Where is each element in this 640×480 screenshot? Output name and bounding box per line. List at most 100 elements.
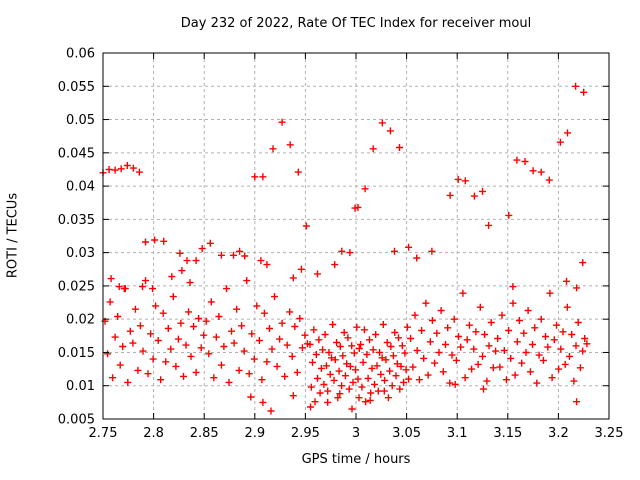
data-point-marker <box>398 342 406 350</box>
data-point-marker <box>509 283 517 291</box>
data-point-marker <box>349 378 357 386</box>
data-point-marker <box>200 331 208 339</box>
data-point-marker <box>206 239 214 247</box>
data-point-marker <box>298 344 306 352</box>
data-point-marker <box>266 325 273 332</box>
data-point-marker <box>494 335 502 342</box>
data-point-marker <box>169 293 177 301</box>
data-point-marker <box>483 377 491 385</box>
y-tick-label: 0.05 <box>66 113 95 128</box>
data-point-marker <box>544 343 552 351</box>
data-point-marker <box>431 359 439 367</box>
data-point-marker <box>159 309 167 317</box>
data-point-marker <box>546 289 554 297</box>
data-point-marker <box>374 387 382 395</box>
data-point-marker <box>426 338 434 346</box>
data-point-marker <box>548 374 556 382</box>
data-point-marker <box>384 394 392 402</box>
data-point-marker <box>396 385 404 393</box>
y-tick-label: 0.02 <box>66 313 95 328</box>
data-point-marker <box>151 236 159 244</box>
data-point-marker <box>367 389 375 397</box>
data-point-marker <box>278 319 286 327</box>
data-point-marker <box>134 366 142 374</box>
data-point-marker <box>233 305 241 313</box>
data-point-marker <box>502 376 510 384</box>
data-point-marker <box>205 350 213 358</box>
data-point-marker <box>315 336 323 344</box>
data-point-marker <box>448 351 456 359</box>
data-point-marker <box>328 354 335 362</box>
x-tick-label: 2.8 <box>143 426 164 441</box>
data-point-marker <box>149 355 157 363</box>
data-point-marker <box>531 324 539 332</box>
data-point-marker <box>164 325 172 332</box>
data-point-marker <box>382 356 390 364</box>
data-point-marker <box>392 372 400 380</box>
data-points <box>99 82 591 415</box>
data-point-marker <box>413 347 421 354</box>
y-tick-label: 0.01 <box>66 379 95 394</box>
data-point-marker <box>437 307 445 314</box>
data-point-marker <box>389 352 397 360</box>
data-point-marker <box>413 254 421 262</box>
data-point-marker <box>320 380 328 388</box>
data-point-marker <box>202 317 210 325</box>
data-point-marker <box>267 407 275 415</box>
data-point-marker <box>276 335 284 343</box>
data-point-marker <box>210 374 218 382</box>
data-point-marker <box>225 378 233 386</box>
data-point-marker <box>455 333 462 340</box>
data-point-marker <box>111 333 119 341</box>
data-point-marker <box>354 375 362 383</box>
data-point-marker <box>346 362 354 370</box>
data-point-marker <box>198 245 206 253</box>
data-point-marker <box>131 305 139 313</box>
data-point-marker <box>474 360 482 368</box>
data-point-marker <box>142 238 149 246</box>
data-point-marker <box>135 168 143 176</box>
data-point-marker <box>177 319 185 327</box>
data-point-marker <box>387 343 395 350</box>
data-point-marker <box>114 313 122 320</box>
data-point-marker <box>542 333 549 340</box>
data-point-marker <box>260 309 268 317</box>
data-point-marker <box>331 261 339 269</box>
data-point-marker <box>109 374 117 382</box>
data-point-marker <box>461 177 469 185</box>
data-point-marker <box>380 387 388 395</box>
data-point-marker <box>250 355 258 363</box>
data-point-marker <box>185 308 192 316</box>
data-point-marker <box>123 162 131 169</box>
data-point-marker <box>142 277 149 285</box>
data-point-marker <box>369 145 377 153</box>
data-point-marker <box>364 374 372 382</box>
data-point-marker <box>533 379 541 387</box>
data-point-marker <box>257 257 265 265</box>
data-point-marker <box>388 382 396 390</box>
x-tick-label: 3.2 <box>548 426 569 441</box>
data-point-marker <box>243 277 251 285</box>
x-tick-label: 3 <box>352 426 360 441</box>
data-point-marker <box>139 347 147 355</box>
data-point-marker <box>526 368 534 376</box>
data-point-marker <box>459 289 467 297</box>
data-point-marker <box>405 243 413 251</box>
data-point-marker <box>286 141 294 149</box>
data-point-marker <box>107 275 115 283</box>
data-point-marker <box>152 302 160 310</box>
data-point-marker <box>359 358 367 366</box>
data-point-marker <box>361 185 369 193</box>
data-point-marker <box>293 368 301 376</box>
data-point-marker <box>401 349 409 357</box>
data-point-marker <box>321 331 329 338</box>
y-tick-label: 0.06 <box>66 47 95 62</box>
data-point-marker <box>172 362 180 370</box>
data-point-marker <box>433 329 441 337</box>
data-point-marker <box>535 351 543 359</box>
data-point-marker <box>340 329 348 336</box>
data-point-marker <box>465 321 473 329</box>
data-point-marker <box>556 138 564 146</box>
axis-ticks <box>102 52 610 420</box>
data-point-marker <box>463 336 471 344</box>
